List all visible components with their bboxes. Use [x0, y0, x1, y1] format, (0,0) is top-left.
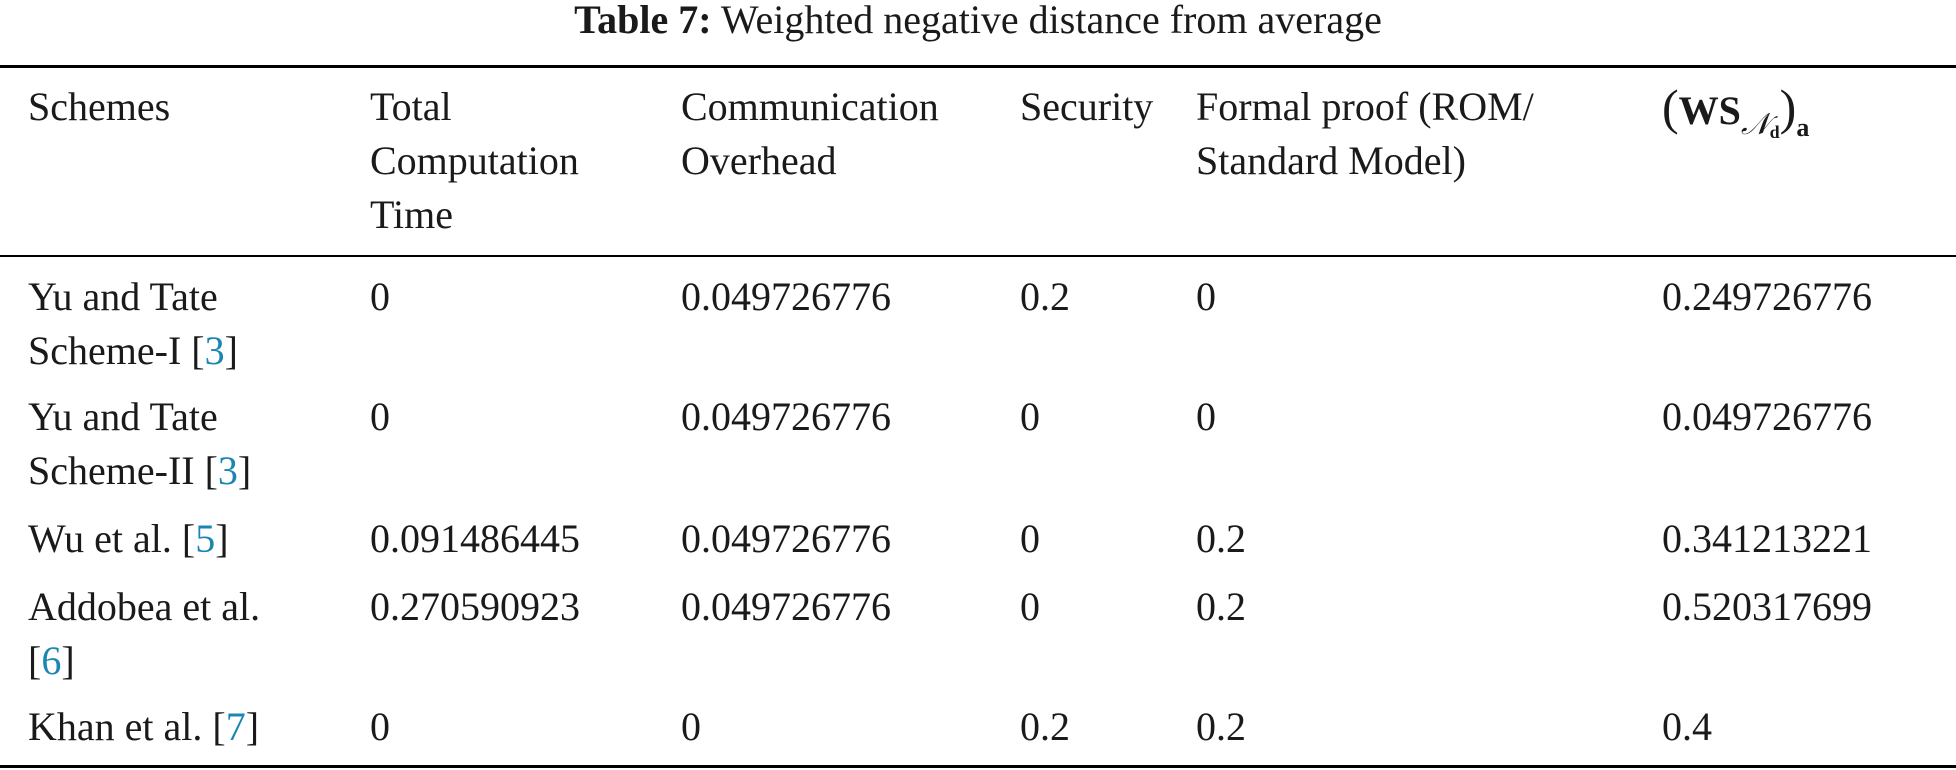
table-row-5-formal-proof: 0.2	[1196, 704, 1246, 749]
formula-sub-n: 𝒩	[1740, 108, 1770, 141]
header-line: Time	[370, 192, 454, 237]
scheme-text: Wu et al. [	[28, 516, 196, 561]
header-line: Computation	[370, 138, 579, 183]
table-row-2-security: 0	[1020, 394, 1040, 439]
reference-link[interactable]: 3	[217, 448, 238, 493]
table-row-2-formal-proof: 0	[1196, 394, 1216, 439]
scheme-line: Addobea et al.	[28, 584, 261, 629]
header-line: Formal proof (ROM/	[1196, 84, 1534, 129]
scheme-line: Wu et al. [5]	[28, 512, 229, 566]
bracket-close: ]	[224, 328, 238, 373]
header-schemes: Schemes	[28, 80, 170, 134]
header-line: Standard Model)	[1196, 138, 1466, 183]
header-schemes-line: Schemes	[28, 84, 171, 129]
header-ws-formula: (WS𝒩d)a	[1662, 79, 1810, 142]
header-line: Communication	[681, 84, 939, 129]
table-caption-label: Table 7:	[574, 0, 712, 42]
reference-link[interactable]: 3	[204, 328, 225, 373]
table-row-1-formal-proof: 0	[1196, 274, 1216, 319]
formula-paren-open: (	[1662, 79, 1679, 135]
formula-subscript: 𝒩d	[1741, 108, 1780, 142]
table-row-3-total-time: 0.091486445	[370, 516, 580, 561]
table-row-3-scheme: Wu et al. [5]	[28, 512, 229, 566]
scheme-line: Yu and Tate	[28, 394, 218, 439]
formula-paren-close: )	[1779, 79, 1797, 135]
reference-link[interactable]: 7	[225, 704, 246, 749]
table-row-4-total-time: 0.270590923	[370, 584, 580, 629]
table-row-5-communication: 0	[681, 704, 701, 749]
header-formal-proof: Formal proof (ROM/ Standard Model)	[1196, 80, 1534, 188]
header-line: Overhead	[681, 138, 837, 183]
bracket-close: ]	[61, 638, 75, 683]
table-caption: Table 7: Weighted negative distance from…	[0, 0, 1956, 40]
table-row-2-scheme: Yu and Tate Scheme-II [3]	[28, 390, 251, 498]
reference-link[interactable]: 5	[195, 516, 216, 561]
scheme-text: [	[28, 638, 42, 683]
table-bottom-rule	[0, 765, 1956, 768]
table-row-3-ws: 0.341213221	[1662, 516, 1872, 561]
formula-ws: WS	[1678, 88, 1741, 133]
table-row-4-security: 0	[1020, 584, 1040, 629]
table-row-3-security: 0	[1020, 516, 1040, 561]
table-row-4-formal-proof: 0.2	[1196, 584, 1246, 629]
table-top-rule	[0, 65, 1956, 68]
table-row-1-ws: 0.249726776	[1662, 274, 1872, 319]
table-row-1-scheme: Yu and Tate Scheme-I [3]	[28, 270, 238, 378]
table-row-4-ws: 0.520317699	[1662, 584, 1872, 629]
scheme-line: Khan et al. [7]	[28, 700, 259, 754]
header-communication-overhead: Communication Overhead	[681, 80, 939, 188]
scheme-text: Scheme-II [	[28, 448, 218, 493]
header-line: Security	[1020, 84, 1154, 129]
bracket-close: ]	[245, 704, 260, 749]
table-row-1-security: 0.2	[1020, 274, 1070, 319]
header-line: Total	[370, 84, 452, 129]
table-row-5-total-time: 0	[370, 704, 390, 749]
bracket-close: ]	[215, 516, 229, 561]
table-row-2-ws: 0.049726776	[1662, 394, 1872, 439]
table-header-rule	[0, 255, 1956, 257]
table-row-4-scheme: Addobea et al. [6]	[28, 580, 260, 688]
table-row-5-ws: 0.4	[1662, 704, 1712, 749]
scheme-line: Scheme-II [3]	[28, 444, 251, 498]
reference-link[interactable]: 6	[41, 638, 62, 683]
scheme-line: [6]	[28, 634, 260, 688]
header-total-computation-time: Total Computation Time	[370, 80, 579, 242]
scheme-line: Scheme-I [3]	[28, 324, 238, 378]
table-row-1-communication: 0.049726776	[681, 274, 891, 319]
formula-sub-d: d	[1769, 122, 1780, 142]
header-security: Security	[1020, 80, 1153, 134]
bracket-close: ]	[237, 448, 252, 493]
formula-sub-a: a	[1796, 113, 1810, 142]
table-row-3-communication: 0.049726776	[681, 516, 891, 561]
table-row-5-security: 0.2	[1020, 704, 1070, 749]
scheme-text: Scheme-I [	[28, 328, 205, 373]
table-caption-text: Weighted negative distance from average	[720, 0, 1382, 42]
table-row-1-total-time: 0	[370, 274, 390, 319]
table-row-2-communication: 0.049726776	[681, 394, 891, 439]
table-row-4-communication: 0.049726776	[681, 584, 891, 629]
table-row-2-total-time: 0	[370, 394, 390, 439]
table-row-5-scheme: Khan et al. [7]	[28, 700, 259, 754]
table-row-3-formal-proof: 0.2	[1196, 516, 1246, 561]
scheme-text: Khan et al. [	[28, 704, 226, 749]
scheme-line: Yu and Tate	[28, 274, 218, 319]
